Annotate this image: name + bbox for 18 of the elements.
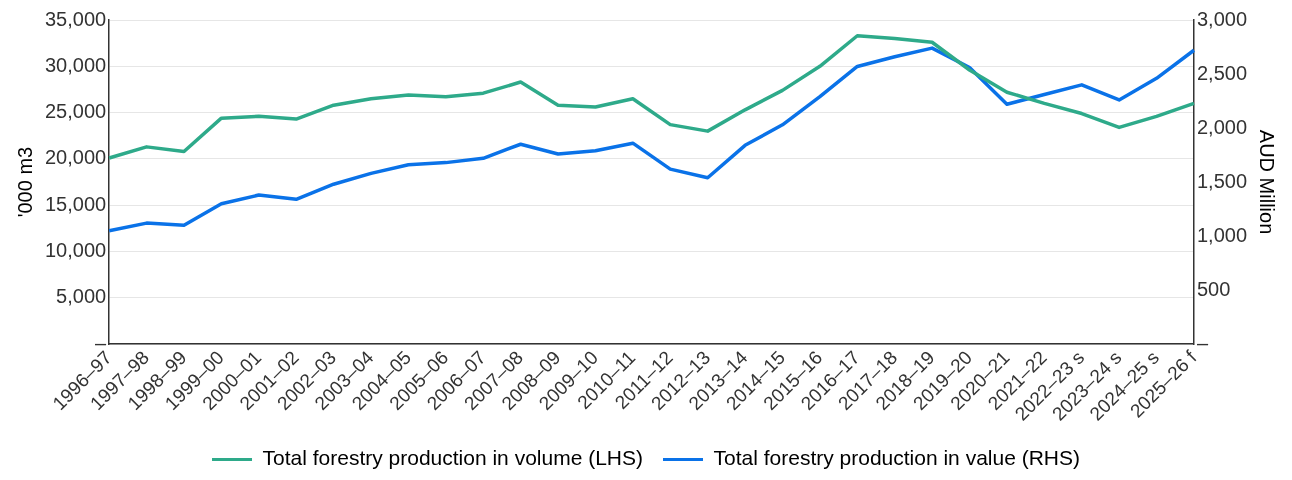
y2-tick-label: 3,000 [1196, 7, 1248, 30]
legend-label: Total forestry production in volume (LHS) [262, 446, 644, 470]
y2-tick-label: 2,000 [1196, 115, 1248, 138]
y-axis-title: '000 m3 [13, 146, 36, 218]
y2-tick-label: 1,500 [1196, 169, 1248, 192]
y-tick-label: 30,000 [45, 53, 107, 76]
y-tick-label: 15,000 [45, 192, 107, 215]
y-tick-label: 35,000 [45, 7, 107, 30]
y2-tick-label: 2,500 [1196, 61, 1248, 84]
y-tick-label: 20,000 [45, 146, 107, 169]
y2-tick-label: – [1196, 331, 1209, 354]
y-tick-label: 25,000 [45, 100, 107, 123]
y2-tick-label: 500 [1196, 277, 1231, 300]
y2-tick-label: 1,000 [1196, 223, 1248, 246]
y2-axis-title: AUD Million [1256, 129, 1279, 235]
y-tick-label: 10,000 [45, 239, 107, 262]
legend-label: Total forestry production in value (RHS) [713, 446, 1080, 470]
y-tick-label: 5,000 [56, 285, 107, 308]
